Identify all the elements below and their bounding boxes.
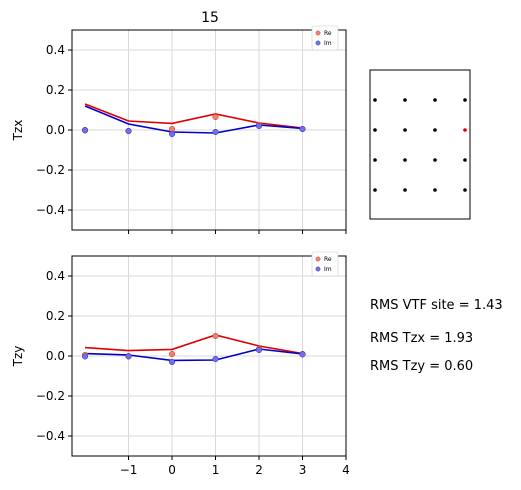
im-point bbox=[81, 353, 89, 360]
station-map bbox=[369, 69, 471, 220]
y-tick-label: 0.2 bbox=[46, 309, 65, 323]
legend-re-label: Re bbox=[324, 30, 332, 37]
station-dot bbox=[403, 128, 407, 132]
station-dot bbox=[433, 98, 437, 102]
station-dot bbox=[463, 98, 467, 102]
station-dot bbox=[433, 158, 437, 162]
rms-tzy: RMS Tzy = 0.60 bbox=[370, 359, 473, 374]
legend-re-marker bbox=[315, 30, 321, 36]
y-tick-label: 0.4 bbox=[46, 43, 65, 57]
x-tick-label: 0 bbox=[168, 463, 176, 477]
im-point bbox=[212, 128, 219, 136]
tzy-series bbox=[81, 332, 306, 366]
im-point bbox=[255, 122, 263, 130]
legend-im-label: Im bbox=[324, 40, 332, 47]
tzy-panel: −1 0 1 2 3 4 0.4 0.2 0.0 −0.2 −0.4 Tzy Re Im bbox=[11, 251, 350, 477]
im-point bbox=[299, 351, 306, 358]
y-tick-label: −0.4 bbox=[36, 203, 65, 217]
station-dot-active bbox=[463, 128, 467, 132]
legend-re-label: Re bbox=[324, 256, 332, 263]
tzy-legend: Re Im bbox=[311, 251, 339, 277]
station-dot bbox=[403, 158, 407, 162]
station-dot bbox=[463, 158, 467, 162]
im-line bbox=[84, 105, 303, 134]
tzx-ticks: 0.4 0.2 0.0 −0.2 −0.4 bbox=[36, 43, 347, 234]
im-point bbox=[255, 346, 263, 354]
station-dot bbox=[433, 188, 437, 192]
tzy-ylabel: Tzy bbox=[11, 346, 25, 368]
im-point bbox=[168, 130, 176, 138]
re-point bbox=[212, 332, 219, 340]
y-tick-label: 0.2 bbox=[46, 83, 65, 97]
re-point bbox=[212, 113, 219, 121]
station-dot bbox=[433, 128, 437, 132]
im-point bbox=[168, 358, 176, 366]
figure-title: 15 bbox=[201, 10, 219, 26]
rms-tzx: RMS Tzx = 1.93 bbox=[370, 331, 473, 346]
legend-im-label: Im bbox=[324, 266, 332, 273]
station-dot bbox=[373, 188, 377, 192]
y-tick-label: 0.0 bbox=[46, 123, 65, 137]
x-tick-label: 4 bbox=[342, 463, 350, 477]
tzx-ylabel: Tzx bbox=[11, 120, 25, 142]
y-tick-label: −0.2 bbox=[36, 389, 65, 403]
station-dot bbox=[403, 188, 407, 192]
station-dot bbox=[373, 128, 377, 132]
tzy-ticks: −1 0 1 2 3 4 0.4 0.2 0.0 −0.2 −0.4 bbox=[36, 269, 350, 477]
station-map-frame bbox=[369, 69, 471, 220]
im-point bbox=[212, 355, 219, 363]
station-dot bbox=[403, 98, 407, 102]
tzx-series bbox=[81, 103, 306, 138]
im-point bbox=[125, 127, 132, 135]
x-tick-label: 1 bbox=[212, 463, 220, 477]
im-point bbox=[125, 353, 132, 360]
x-tick-label: 3 bbox=[299, 463, 307, 477]
rms-vtf-site: RMS VTF site = 1.43 bbox=[370, 298, 503, 313]
x-tick-label: −1 bbox=[120, 463, 138, 477]
im-point bbox=[299, 125, 306, 133]
tzx-panel: 0.4 0.2 0.0 −0.2 −0.4 Tzx Re Im bbox=[11, 25, 347, 234]
re-point bbox=[168, 350, 176, 358]
station-dot bbox=[463, 188, 467, 192]
legend-im-marker bbox=[315, 266, 321, 272]
re-line bbox=[84, 334, 303, 355]
y-tick-label: −0.2 bbox=[36, 163, 65, 177]
station-dot bbox=[373, 158, 377, 162]
x-tick-label: 2 bbox=[255, 463, 263, 477]
im-point bbox=[81, 127, 89, 134]
re-line bbox=[84, 103, 303, 129]
legend-im-marker bbox=[315, 40, 321, 46]
station-dot bbox=[373, 98, 377, 102]
im-line bbox=[85, 348, 303, 362]
y-tick-label: 0.0 bbox=[46, 349, 65, 363]
y-tick-label: 0.4 bbox=[46, 269, 65, 283]
y-tick-label: −0.4 bbox=[36, 429, 65, 443]
tzx-legend: Re Im bbox=[311, 25, 339, 51]
legend-re-marker bbox=[315, 256, 321, 262]
